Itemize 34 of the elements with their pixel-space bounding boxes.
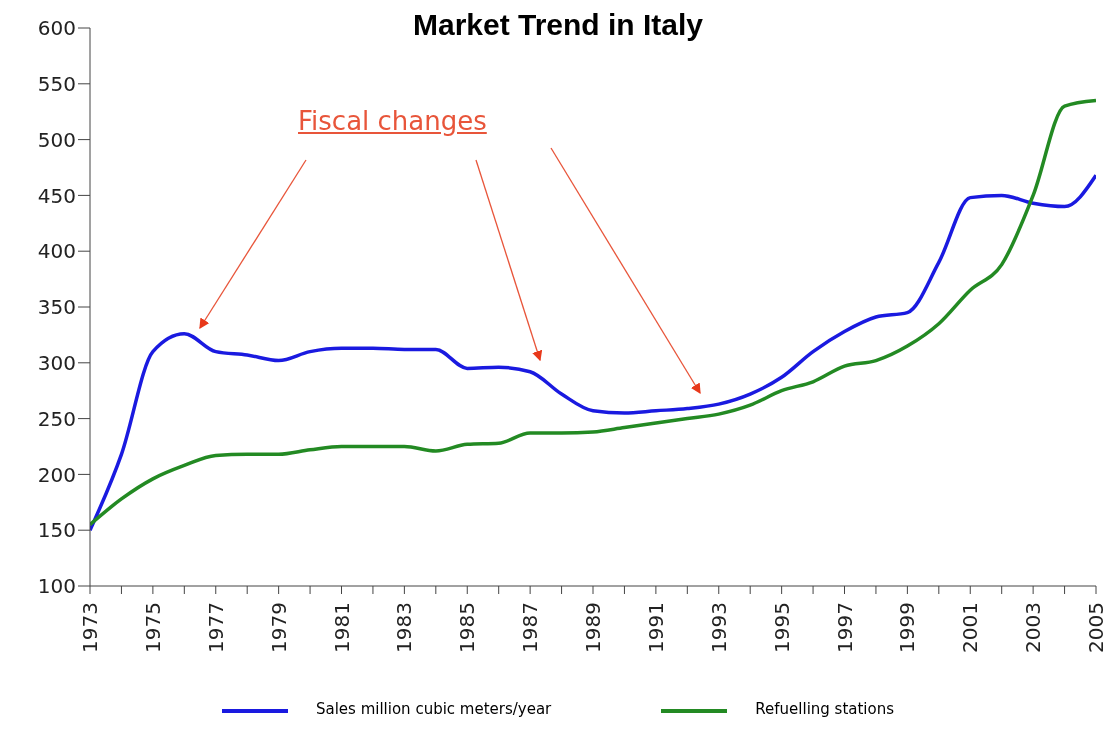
legend-label: Refuelling stations <box>755 700 895 718</box>
y-tick-label: 450 <box>37 183 76 208</box>
line-series <box>90 173 1096 532</box>
x-tick-label: 1987 <box>518 602 543 653</box>
x-tick-label: 1981 <box>329 602 354 653</box>
line-series <box>90 98 1096 527</box>
x-tick-label: 1993 <box>706 602 731 653</box>
x-tick-label: 2003 <box>1021 602 1046 653</box>
x-tick-label: 1975 <box>140 602 165 653</box>
x-tick-label: 1977 <box>203 602 228 653</box>
y-tick-label: 550 <box>37 71 76 96</box>
x-tick-label: 2001 <box>958 602 983 653</box>
x-tick-label: 1995 <box>769 602 794 653</box>
x-tick-label: 1989 <box>581 602 605 653</box>
x-tick-label: 1997 <box>832 602 857 653</box>
x-tick-label: 1991 <box>643 602 668 653</box>
y-tick-label: 100 <box>37 574 76 599</box>
x-tick-label: 1985 <box>455 602 480 653</box>
x-tick-label: 2005 <box>1084 602 1108 653</box>
x-tick-label: 1973 <box>78 602 102 653</box>
legend-label: Sales million cubic meters/year <box>315 700 552 718</box>
y-tick-label: 350 <box>37 295 76 320</box>
x-tick-label: 1983 <box>392 602 417 653</box>
y-tick-label: 250 <box>37 406 76 431</box>
x-tick-label: 1999 <box>895 602 920 653</box>
y-tick-label: 300 <box>37 350 76 375</box>
annotation: Fiscal changes <box>298 106 487 136</box>
y-tick-label: 500 <box>37 127 76 152</box>
y-tick-label: 600 <box>37 16 76 41</box>
y-tick-label: 400 <box>37 239 76 264</box>
x-tick-label: 1979 <box>266 602 291 653</box>
chart-title: Market Trend in Italy <box>412 8 704 41</box>
y-tick-label: 150 <box>37 518 76 543</box>
y-tick-label: 200 <box>37 462 76 487</box>
